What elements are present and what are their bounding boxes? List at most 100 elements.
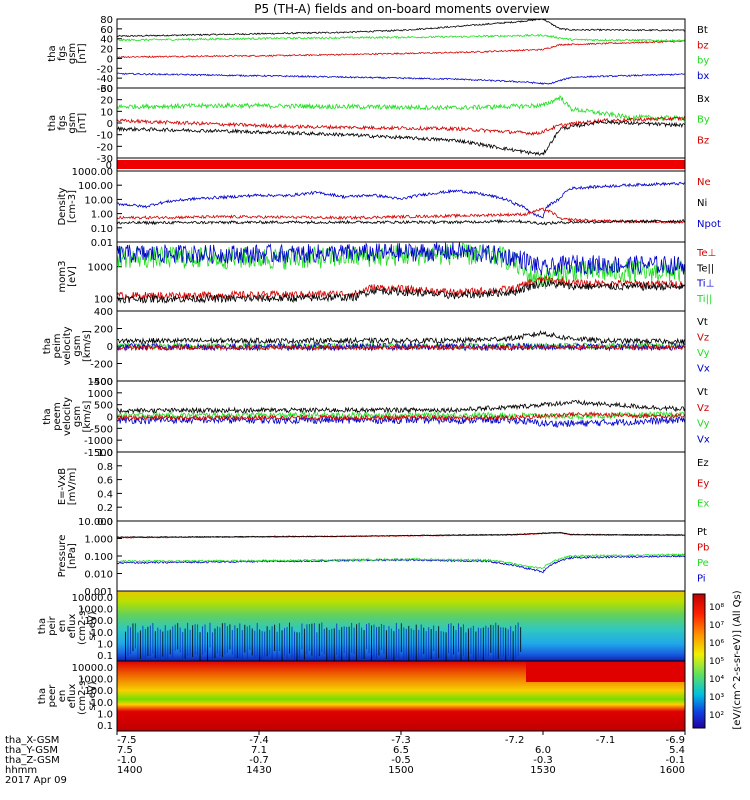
heatmap-streak (470, 627, 472, 655)
legend-label: Vt (697, 387, 708, 398)
legend-label: Ez (697, 458, 709, 469)
series-Vy (116, 410, 686, 421)
axis-label: velocity (62, 397, 73, 436)
heatmap-streak (430, 629, 432, 659)
heatmap-streak (520, 627, 522, 652)
x-tick-label: -7.3 (391, 735, 411, 746)
series-Bt (116, 18, 685, 38)
heatmap-streak (410, 628, 412, 659)
heatmap-streak (144, 629, 146, 659)
heatmap-streak (343, 626, 345, 654)
series-Ne (116, 207, 686, 224)
heatmap-streak (149, 625, 151, 656)
axis-label: [eV] (67, 266, 78, 287)
tick-label: 0.2 (97, 503, 113, 514)
legend-label: Ni (697, 198, 707, 209)
axis-label: tha (37, 688, 48, 704)
heatmap-streak (274, 624, 276, 651)
series-Vz (116, 411, 686, 422)
series-Bx (116, 119, 686, 156)
x-tick-label: 1600 (660, 765, 685, 776)
x-tick-label: -7.1 (596, 735, 616, 746)
x-tick-label: 7.1 (251, 745, 267, 756)
tick-label: -1500 (84, 448, 113, 459)
tick-label: 1.0 (97, 639, 113, 650)
heatmap-streak (209, 622, 211, 648)
heatmap-streak (485, 625, 487, 657)
legend-label: bz (697, 40, 709, 51)
tick-label: 100 (94, 294, 113, 305)
heatmap-streak (415, 624, 417, 661)
heatmap-streak (139, 630, 141, 659)
heatmap-streak (502, 627, 504, 657)
legend-label: Te⊥ (696, 248, 716, 259)
axis-label: [nT] (77, 113, 88, 133)
heatmap-streak (142, 625, 144, 659)
tick-label: 0 (107, 413, 113, 424)
x-tick-label: 7.5 (117, 745, 133, 756)
tick-label: 1000.0 (78, 605, 113, 616)
axis-label: fgs (57, 46, 68, 61)
tick-label: -200 (90, 360, 113, 371)
heatmap-streak (162, 631, 164, 657)
heatmap-streak (336, 623, 338, 655)
panel-3: 1000.00 100.00 10.00 1.00 0.10 0.01 Ne Ni Npot De… (57, 167, 721, 249)
x-tick-label: -0.5 (391, 755, 411, 766)
heatmap-streak (207, 632, 209, 664)
colorbar-tick: 10⁶ (709, 639, 724, 649)
heatmap-streak (331, 628, 333, 665)
tick-label: 10.0 (91, 628, 113, 639)
axis-label: (cm2-s- (77, 677, 88, 715)
heatmap-streak (510, 626, 512, 662)
tick-label: 1000.00 (72, 167, 113, 178)
axis-label: sr-eV) (87, 681, 98, 710)
legend-label: Ti|| (696, 294, 712, 305)
heatmap-streak (395, 622, 397, 658)
axis-label: tha (47, 115, 58, 131)
heatmap-streak (192, 625, 194, 657)
heatmap-streak (413, 630, 415, 665)
heatmap-streak (189, 629, 191, 656)
x-tick-label: -6.9 (665, 735, 685, 746)
series-Bz (116, 116, 686, 136)
axis-label: en (57, 690, 68, 703)
colorbar: 10⁸ 10⁷ 10⁶ 10⁵ 10⁴ 10³ 10² [eV/(cm^2-s-sr-eV)]… (692, 590, 743, 730)
heatmap-streak (373, 624, 375, 658)
x-tick-label: 5.4 (669, 745, 685, 756)
heatmap-streak (187, 622, 189, 656)
legend-label: By (697, 115, 710, 126)
heatmap-streak (147, 626, 149, 657)
x-tick-label: -0.1 (665, 755, 685, 766)
heatmap-streak (423, 627, 425, 655)
heatmap-streak (366, 624, 368, 650)
tick-label: -20 (97, 64, 113, 75)
heatmap-streak (184, 628, 186, 659)
legend-label: Bx (697, 94, 710, 105)
axis-label: [km/s] (82, 330, 93, 362)
axis-label: gsm (67, 112, 78, 133)
tick-label: 0.10 (91, 224, 113, 235)
heatmap-streak (276, 631, 278, 668)
tick-label: 0.100 (84, 552, 113, 563)
colorbar-scale (692, 593, 706, 729)
x-tick-label: 1430 (246, 765, 271, 776)
heatmap-streak (197, 624, 199, 656)
legend-label: Te|| (696, 263, 714, 274)
heatmap-streak (368, 622, 370, 654)
heatmap-streak (346, 626, 348, 662)
legend-label: Pt (697, 527, 707, 538)
heatmap-streak (338, 629, 340, 665)
heatmap-streak (154, 631, 156, 659)
tick-label: 0 (106, 161, 112, 172)
tick-label: 1.000 (84, 535, 113, 546)
legend-label: Pb (697, 543, 709, 554)
series-Vx (117, 342, 686, 352)
heatmap-streak (311, 623, 313, 656)
panel-2: 0 (106, 157, 686, 172)
heatmap-streak (303, 628, 305, 660)
heatmap-streak (467, 628, 469, 661)
heatmap-streak (241, 630, 243, 667)
tick-label: 500 (94, 401, 113, 412)
